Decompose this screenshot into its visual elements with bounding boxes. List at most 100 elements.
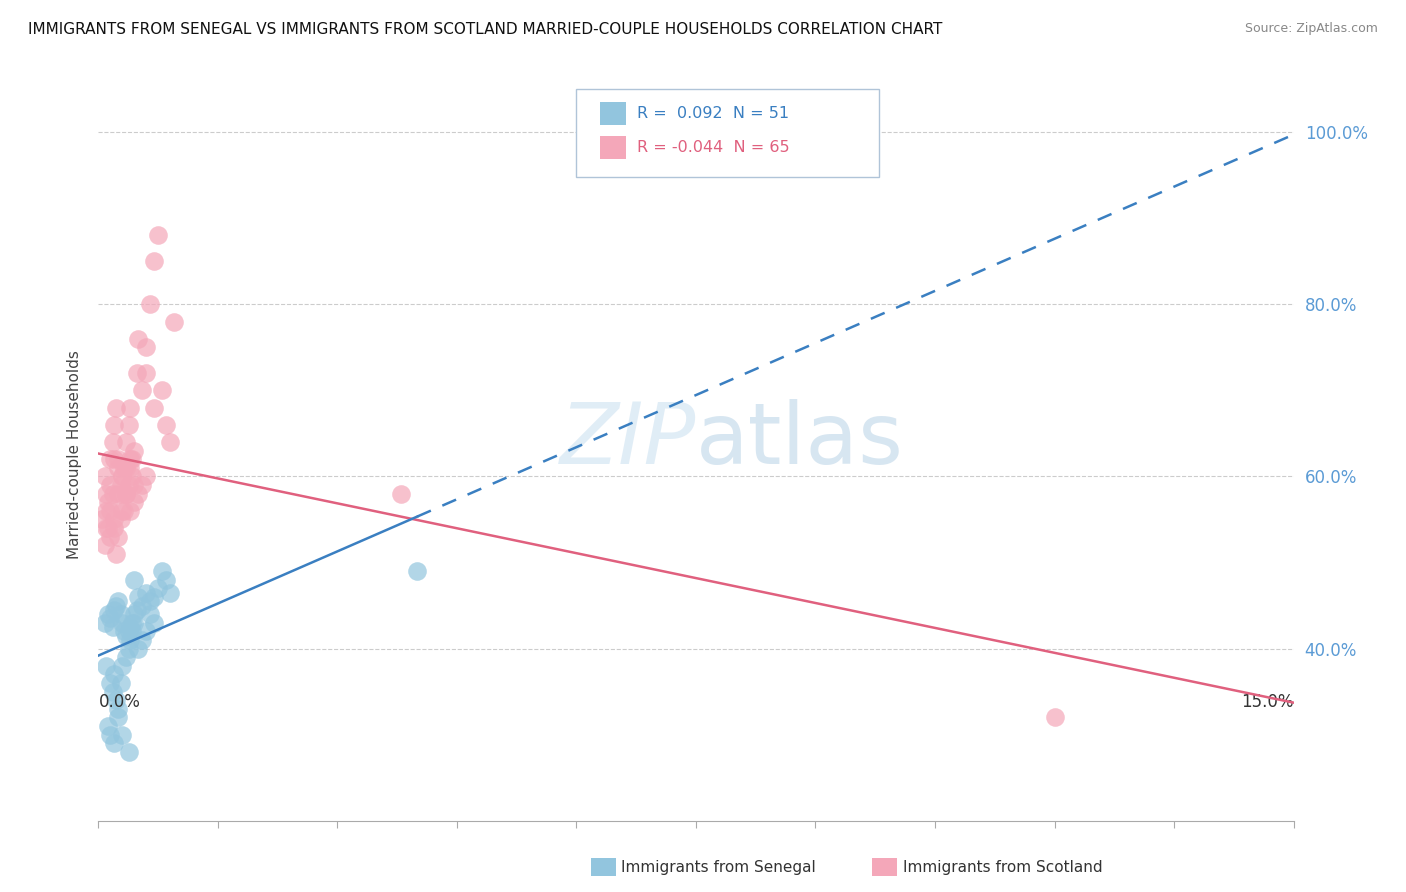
Point	[139, 297, 162, 311]
Point	[150, 384, 173, 398]
Point	[110, 676, 132, 690]
Text: Immigrants from Senegal: Immigrants from Senegal	[621, 860, 817, 874]
Point	[118, 745, 141, 759]
Text: IMMIGRANTS FROM SENEGAL VS IMMIGRANTS FROM SCOTLAND MARRIED-COUPLE HOUSEHOLDS CO: IMMIGRANTS FROM SENEGAL VS IMMIGRANTS FR…	[28, 22, 942, 37]
Point	[131, 478, 153, 492]
Point	[135, 340, 157, 354]
Text: 15.0%: 15.0%	[1241, 693, 1294, 711]
Point	[120, 632, 142, 647]
Point	[101, 435, 124, 450]
Point	[135, 624, 157, 639]
Point	[97, 495, 120, 509]
Point	[104, 693, 127, 707]
Point	[98, 728, 122, 742]
Point	[125, 366, 148, 380]
Point	[96, 504, 118, 518]
Point	[103, 603, 125, 617]
Point	[103, 521, 125, 535]
Point	[120, 452, 142, 467]
Point	[120, 460, 142, 475]
Point	[110, 607, 132, 621]
Point	[94, 469, 117, 483]
Point	[97, 719, 120, 733]
Point	[94, 538, 117, 552]
Point	[1043, 710, 1066, 724]
Point	[97, 521, 120, 535]
Point	[139, 594, 162, 608]
Point	[101, 684, 124, 698]
Point	[107, 530, 129, 544]
Point	[163, 314, 186, 328]
Point	[103, 452, 125, 467]
Point	[111, 486, 134, 500]
Point	[107, 460, 129, 475]
Point	[115, 629, 138, 643]
Point	[118, 417, 141, 432]
Text: 0.0%: 0.0%	[98, 693, 141, 711]
Point	[120, 504, 142, 518]
Point	[104, 547, 127, 561]
Text: atlas: atlas	[696, 399, 904, 482]
Point	[104, 401, 127, 415]
Point	[98, 504, 122, 518]
Point	[111, 469, 134, 483]
Point	[115, 486, 138, 500]
Point	[135, 585, 157, 599]
Point	[115, 435, 138, 450]
Point	[91, 512, 114, 526]
Point	[110, 512, 132, 526]
Point	[101, 486, 124, 500]
Point	[121, 452, 143, 467]
Point	[120, 620, 142, 634]
Point	[107, 702, 129, 716]
Point	[107, 452, 129, 467]
Point	[121, 624, 143, 639]
Text: Source: ZipAtlas.com: Source: ZipAtlas.com	[1244, 22, 1378, 36]
Point	[96, 521, 118, 535]
Point	[101, 620, 124, 634]
Point	[110, 478, 132, 492]
Point	[124, 478, 146, 492]
Point	[389, 486, 412, 500]
Point	[143, 590, 166, 604]
Point	[121, 469, 143, 483]
Point	[135, 469, 157, 483]
Point	[143, 401, 166, 415]
Point	[96, 658, 118, 673]
Point	[112, 504, 135, 518]
Point	[111, 615, 134, 630]
Point	[111, 469, 134, 483]
Point	[127, 332, 149, 346]
Point	[103, 512, 125, 526]
Point	[115, 460, 138, 475]
Point	[125, 603, 148, 617]
Point	[115, 650, 138, 665]
Point	[104, 599, 127, 613]
Point	[131, 384, 153, 398]
Point	[135, 366, 157, 380]
Point	[98, 530, 122, 544]
Point	[118, 624, 141, 639]
Point	[124, 495, 146, 509]
Point	[143, 254, 166, 268]
Point	[107, 710, 129, 724]
Point	[96, 486, 118, 500]
Y-axis label: Married-couple Households: Married-couple Households	[67, 351, 83, 559]
Point	[118, 641, 141, 656]
Point	[124, 573, 146, 587]
Point	[155, 417, 177, 432]
Point	[148, 228, 170, 243]
Point	[111, 504, 134, 518]
Point	[124, 615, 146, 630]
Point	[139, 607, 162, 621]
Text: Immigrants from Scotland: Immigrants from Scotland	[903, 860, 1102, 874]
Point	[121, 615, 143, 630]
Point	[131, 632, 153, 647]
Point	[97, 607, 120, 621]
Point	[111, 658, 134, 673]
Point	[98, 452, 122, 467]
Point	[98, 611, 122, 625]
Point	[103, 736, 125, 750]
Point	[148, 582, 170, 596]
Point	[112, 624, 135, 639]
